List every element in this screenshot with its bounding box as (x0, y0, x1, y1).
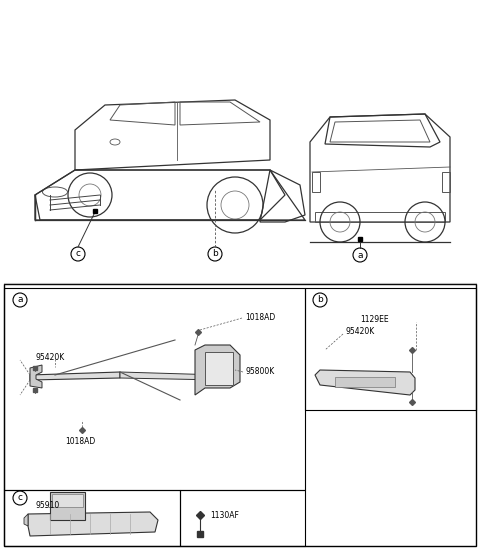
Polygon shape (28, 512, 158, 536)
Polygon shape (195, 345, 240, 395)
Text: a: a (357, 250, 363, 260)
Bar (180, 490, 305, 546)
Bar (4, 490, 180, 546)
Polygon shape (30, 372, 120, 380)
Bar (442, 172, 450, 192)
Text: 1129EE: 1129EE (360, 316, 389, 324)
Text: c: c (17, 493, 23, 503)
Bar (205, 352, 233, 385)
Text: 95800K: 95800K (245, 367, 274, 377)
Polygon shape (120, 372, 220, 380)
Text: 1130AF: 1130AF (210, 510, 239, 520)
Text: b: b (317, 295, 323, 305)
Bar (312, 172, 320, 192)
Bar (335, 377, 395, 387)
Bar (4, 288, 305, 490)
Bar (305, 288, 476, 410)
Bar (315, 212, 445, 222)
Polygon shape (30, 365, 42, 388)
Bar (4, 284, 476, 546)
Polygon shape (315, 370, 415, 395)
Text: 1018AD: 1018AD (65, 437, 95, 447)
Bar (50, 492, 85, 520)
Text: b: b (212, 250, 218, 258)
Text: c: c (75, 250, 81, 258)
Bar (52, 494, 83, 507)
Text: 95910: 95910 (36, 502, 60, 510)
Text: 95420K: 95420K (345, 327, 374, 337)
Polygon shape (24, 514, 28, 526)
Text: 95420K: 95420K (35, 353, 64, 361)
Text: a: a (17, 295, 23, 305)
Text: 1018AD: 1018AD (245, 314, 275, 322)
